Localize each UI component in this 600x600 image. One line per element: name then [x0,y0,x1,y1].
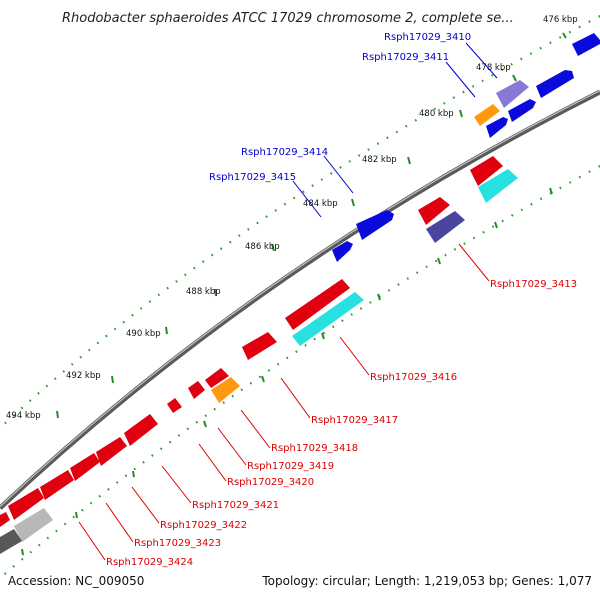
ruler-tick [271,243,275,252]
gene-arrow-reverse[interactable] [285,279,350,330]
outer-ruler-track [0,15,600,429]
ruler-tick [75,511,78,519]
ruler-tick [351,198,355,207]
gene-arrow-reverse-alt[interactable] [478,169,518,203]
gene-arrow-reverse[interactable] [70,453,100,481]
ruler-tick [407,156,411,165]
ruler-label: 488 kbp [186,287,221,297]
leader-line [280,377,311,419]
gene-arrow-reverse[interactable] [124,414,158,446]
ruler-tick [377,293,381,301]
rna-gene[interactable] [211,377,240,403]
gene-arrow-reverse-alt[interactable] [292,292,364,346]
leader-line [323,155,354,194]
leader-line [240,409,271,449]
ruler-label: 494 kbp [6,411,41,421]
ruler-tick [21,548,24,556]
map-title: Rhodobacter sphaeroides ATCC 17029 chrom… [62,11,514,26]
gene-label-3414[interactable]: Rsph17029_3414 [241,147,328,158]
gene-label-3411[interactable]: Rsph17029_3411 [362,52,449,63]
ruler-tick [132,470,135,478]
leader-line [339,336,370,376]
ruler-tick [512,74,517,82]
label-leaders [78,42,498,561]
ruler-tick [562,32,567,39]
gene-label-3421[interactable]: Rsph17029_3421 [192,500,279,511]
ruler-label: 486 kbp [245,242,280,252]
gene-arrow-reverse[interactable] [167,398,182,413]
leader-line [131,486,160,524]
ruler-label: 492 kbp [66,371,101,381]
ruler-label: 482 kbp [362,155,397,165]
gene-arrow-reverse[interactable] [242,332,277,360]
pseudo-gene[interactable] [0,529,22,554]
gene-label-3422[interactable]: Rsph17029_3422 [160,520,247,531]
ruler-label: 478 kbp [476,63,511,73]
rna-gene[interactable] [474,104,500,126]
gene-label-3419[interactable]: Rsph17029_3419 [247,461,334,472]
ruler-tick [203,420,207,428]
leader-line [445,61,476,98]
gene-label-3420[interactable]: Rsph17029_3420 [227,477,314,488]
ruler-tick [321,332,325,340]
topology-summary: Topology: circular; Length: 1,219,053 bp… [262,574,592,588]
ruler-tick [111,375,114,384]
gene-arrow-reverse[interactable] [418,197,450,225]
gene-label-3416[interactable]: Rsph17029_3416 [370,372,457,383]
leader-line [78,521,106,561]
gene-label-3413[interactable]: Rsph17029_3413 [490,279,577,290]
gene-arrow-reverse[interactable] [470,156,503,186]
gene-arrow-reverse[interactable] [40,470,74,500]
gene-arrow-reverse[interactable] [0,512,10,527]
pseudo-gene[interactable] [14,508,53,542]
leader-line [198,443,227,482]
gene-label-3418[interactable]: Rsph17029_3418 [271,443,358,454]
gene-label-3410[interactable]: Rsph17029_3410 [384,32,471,43]
gene-labels: Rsph17029_3410 Rsph17029_3411 Rsph17029_… [106,32,577,568]
reverse-strand-genes [0,156,518,554]
ruler-tick [459,109,463,118]
leader-line [458,243,490,282]
ruler-tick [165,326,168,335]
gene-label-3424[interactable]: Rsph17029_3424 [106,557,193,568]
gene-arrow-reverse[interactable] [188,381,205,399]
leader-line [465,42,498,79]
gene-arrow-reverse-dark[interactable] [426,211,465,243]
accession-text: Accession: NC_009050 [8,574,145,588]
leader-line [105,502,134,543]
gene-arrow-forward[interactable] [508,99,536,122]
gene-arrow-forward[interactable] [332,241,353,262]
gene-arrow-forward[interactable] [356,210,394,240]
gene-label-3423[interactable]: Rsph17029_3423 [134,538,221,549]
chromosome-backbone-highlight [0,90,600,508]
ruler-tick [494,221,498,229]
ruler-label: 476 kbp [543,15,578,25]
ruler-label: 480 kbp [419,109,454,119]
gene-arrow-forward[interactable] [536,70,574,98]
leader-line [217,427,247,466]
chromosome-backbone [0,89,600,510]
gene-arrow-forward-alt[interactable] [496,80,529,108]
inner-ruler-ticks [21,187,553,556]
ruler-tick [549,187,553,195]
ruler-tick [437,257,441,265]
ruler-tick [261,375,265,383]
gene-label-3417[interactable]: Rsph17029_3417 [311,415,398,426]
ruler-label: 484 kbp [303,199,338,209]
leader-line [161,465,192,504]
gene-label-3415[interactable]: Rsph17029_3415 [209,172,296,183]
gene-arrow-reverse[interactable] [205,368,229,388]
leader-line [292,180,322,218]
gene-arrow-reverse[interactable] [8,488,44,520]
gene-arrow-reverse[interactable] [96,437,127,466]
forward-strand-genes [332,33,600,262]
ruler-tick [214,288,217,297]
gene-arrow-forward[interactable] [572,33,600,56]
gene-arrow-forward[interactable] [486,117,508,138]
ruler-label: 490 kbp [126,329,161,339]
ruler-tick [56,410,59,419]
outer-ruler-ticks: 476 kbp 478 kbp 480 kbp 482 kbp 484 kbp … [6,15,578,421]
